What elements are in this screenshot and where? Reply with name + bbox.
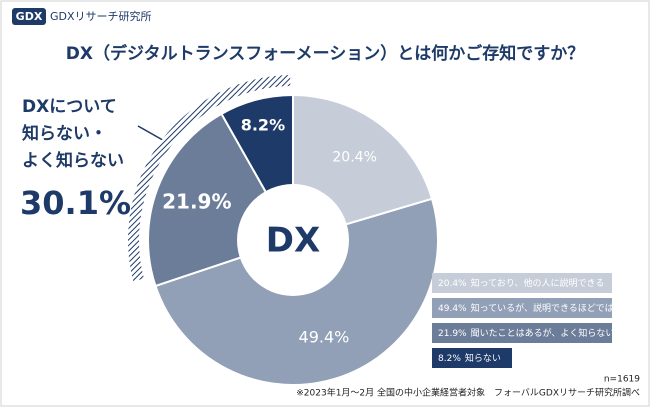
callout-line: よく知らない: [22, 150, 124, 171]
legend-value: 8.2%: [438, 354, 461, 364]
legend-box: [432, 273, 612, 293]
callout-value: 30.1%: [20, 184, 131, 222]
data-label: 49.4%: [299, 328, 350, 347]
logo-mark: GDX: [16, 10, 43, 23]
center-circle: [237, 184, 349, 296]
callout-line: DXについて: [22, 97, 117, 117]
legend-entry: 8.2% 知らない: [438, 352, 501, 364]
legend-box: [432, 298, 612, 318]
legend-label: 知らない: [465, 352, 501, 364]
legend-value: 20.4%: [438, 279, 467, 289]
legend-label: 聞いたことはあるが、よく知らない: [471, 327, 615, 339]
legend-box: [432, 348, 512, 368]
legend-entry: 21.9% 聞いたことはあるが、よく知らない: [438, 327, 614, 339]
callout-line: 知らない・: [21, 123, 107, 144]
legend-label: 知っており、他の人に説明できる: [471, 277, 605, 289]
legend-entry: 20.4% 知っており、他の人に説明できる: [438, 277, 604, 289]
legend-label: 知っているが、説明できるほどではない: [471, 302, 632, 314]
legend-value: 49.4%: [438, 304, 467, 314]
sample-size: n=1619: [604, 375, 640, 385]
legend-box: [432, 323, 612, 343]
data-label: 8.2%: [241, 115, 285, 134]
center-label: DX: [266, 221, 320, 261]
logo-icon: [12, 8, 46, 25]
data-label: 20.4%: [332, 149, 376, 165]
logo-name: GDXリサーチ研究所: [50, 9, 152, 23]
data-label: 21.9%: [162, 190, 231, 214]
footnote: ※2023年1月～2月 全国の中小企業経営者対象 フォーバルGDXリサーチ研究所…: [296, 387, 640, 399]
legend-entry: 49.4% 知っているが、説明できるほどではない: [438, 302, 632, 314]
chart-title: DX（デジタルトランスフォーメーション）とは何かご存知ですか？: [66, 43, 585, 64]
legend-value: 21.9%: [438, 329, 467, 339]
